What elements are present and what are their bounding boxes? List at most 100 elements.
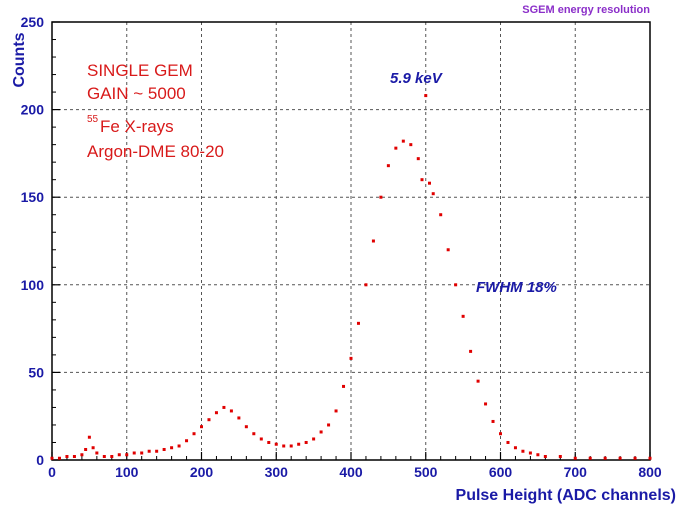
- data-point: [304, 440, 308, 444]
- data-point: [633, 456, 637, 460]
- data-point: [401, 139, 405, 143]
- data-point: [491, 419, 495, 423]
- x-tick-label: 300: [265, 464, 289, 480]
- data-point: [513, 446, 517, 450]
- x-tick-label: 200: [190, 464, 214, 480]
- info-isotope-mass: 55: [87, 114, 99, 125]
- data-point: [521, 449, 525, 453]
- x-tick-label: 100: [115, 464, 139, 480]
- data-point: [420, 178, 424, 182]
- data-point: [140, 451, 144, 455]
- data-point: [102, 454, 106, 458]
- info-line-gain: GAIN ~ 5000: [87, 84, 186, 103]
- data-point: [424, 94, 428, 98]
- data-point: [91, 446, 95, 450]
- data-point: [252, 432, 256, 436]
- data-point: [237, 416, 241, 420]
- data-point: [543, 454, 547, 458]
- data-point: [177, 444, 181, 448]
- data-point: [282, 444, 286, 448]
- data-point: [446, 248, 450, 252]
- data-point: [536, 453, 540, 457]
- data-point: [87, 435, 91, 439]
- x-tick-label: 800: [638, 464, 662, 480]
- data-point: [528, 451, 532, 455]
- data-point: [65, 454, 69, 458]
- data-point: [416, 157, 420, 161]
- data-point: [162, 447, 166, 451]
- data-point: [222, 405, 226, 409]
- data-point: [334, 409, 338, 413]
- data-point: [618, 456, 622, 460]
- axis-ticks: 0 100 200 300 400 500 600 700 800 0 50 100 150 200 250: [21, 14, 662, 480]
- info-line-gas: Argon-DME 80-20: [87, 142, 224, 161]
- data-point: [289, 444, 293, 448]
- data-point: [588, 456, 592, 460]
- data-point: [573, 456, 577, 460]
- data-point: [80, 453, 84, 457]
- info-line-gem: SINGLE GEM: [87, 61, 193, 80]
- x-tick-label: 600: [489, 464, 513, 480]
- data-point: [439, 213, 443, 217]
- data-point: [364, 283, 368, 287]
- data-point: [319, 430, 323, 434]
- y-tick-label: 100: [21, 277, 45, 293]
- info-line-source: Fe X-rays: [100, 117, 174, 136]
- data-point: [147, 449, 151, 453]
- data-point: [394, 146, 398, 150]
- data-point: [469, 349, 473, 353]
- data-points: [50, 94, 652, 460]
- y-tick-label: 50: [28, 364, 44, 380]
- y-tick-label: 0: [36, 452, 44, 468]
- data-point: [170, 446, 174, 450]
- x-axis-label: Pulse Height (ADC channels): [456, 487, 676, 504]
- data-point: [356, 321, 360, 325]
- data-point: [132, 451, 136, 455]
- data-point: [499, 432, 502, 436]
- fwhm-label: FWHM 18%: [476, 279, 557, 296]
- data-point: [297, 442, 301, 446]
- data-point: [648, 456, 652, 460]
- data-point: [603, 456, 607, 460]
- data-point: [185, 439, 189, 443]
- data-point: [274, 442, 278, 446]
- data-point: [327, 423, 331, 427]
- data-point: [558, 454, 562, 458]
- header-title: SGEM energy resolution: [522, 4, 650, 16]
- data-point: [117, 453, 121, 457]
- info-block: SINGLE GEM GAIN ~ 5000 55 Fe X-rays Argo…: [87, 61, 224, 161]
- y-tick-label: 200: [21, 102, 45, 118]
- x-tick-label: 400: [339, 464, 363, 480]
- y-tick-label: 150: [21, 189, 45, 205]
- data-point: [200, 425, 203, 429]
- data-point: [155, 449, 159, 453]
- data-point: [229, 409, 233, 413]
- data-point: [72, 454, 76, 458]
- data-point: [192, 432, 196, 436]
- data-point: [431, 192, 435, 196]
- data-point: [110, 454, 114, 458]
- data-point: [409, 143, 413, 147]
- data-point: [125, 453, 129, 457]
- data-point: [84, 447, 88, 451]
- data-point: [342, 384, 346, 388]
- data-point: [57, 456, 61, 460]
- x-tick-label: 700: [564, 464, 588, 480]
- data-point: [267, 440, 271, 444]
- data-point: [207, 418, 211, 422]
- data-point: [244, 425, 248, 429]
- x-tick-label: 0: [48, 464, 56, 480]
- data-point: [259, 437, 263, 441]
- data-point: [454, 283, 458, 287]
- data-point: [214, 411, 218, 415]
- data-point: [349, 356, 353, 360]
- data-point: [476, 379, 480, 383]
- y-tick-label: 250: [21, 14, 45, 30]
- data-point: [506, 440, 510, 444]
- data-point: [461, 314, 465, 318]
- data-point: [312, 437, 316, 441]
- data-point: [95, 451, 99, 455]
- peak-label: 5.9 keV: [390, 70, 444, 87]
- data-point: [379, 195, 383, 199]
